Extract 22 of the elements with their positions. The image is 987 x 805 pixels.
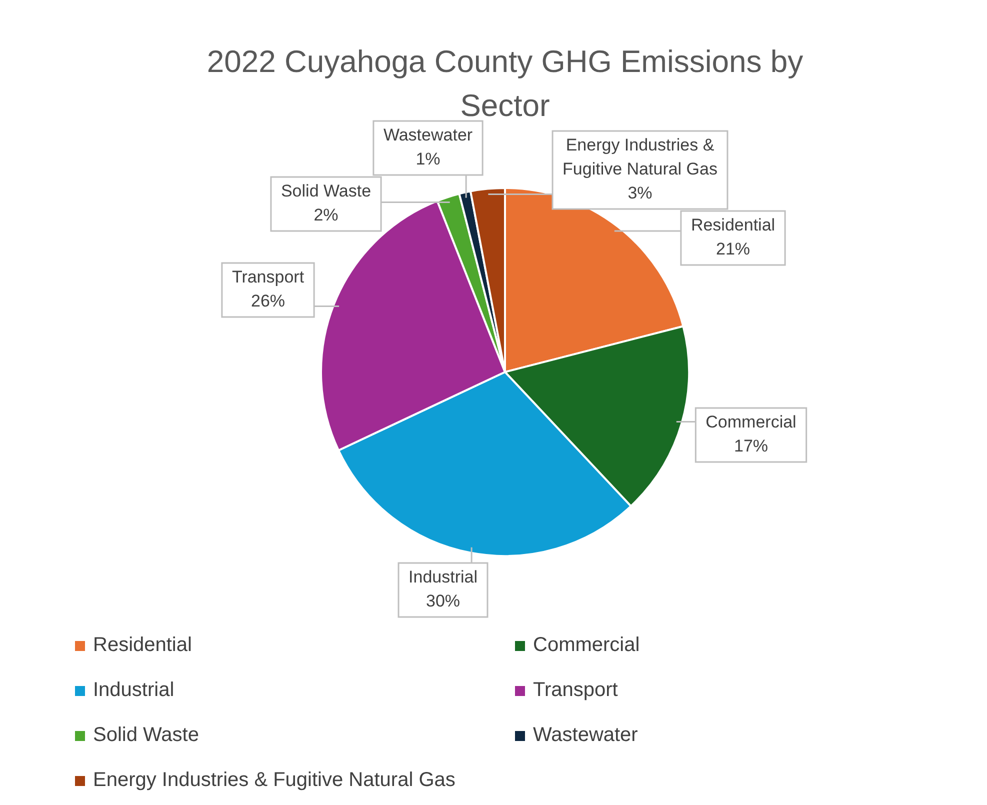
data-label: 3% xyxy=(628,184,652,203)
slice-label: Transport xyxy=(232,268,304,287)
legend-label: Wastewater xyxy=(533,724,638,747)
slice-label: Solid Waste xyxy=(280,182,372,201)
legend-label: Energy Industries & Fugitive Natural Gas xyxy=(93,769,456,792)
data-label: 2% xyxy=(314,206,338,225)
data-label: 30% xyxy=(426,592,460,611)
legend-label: Commercial xyxy=(533,634,640,657)
slice-label: Residential xyxy=(690,216,776,235)
slice-label: Wastewater xyxy=(383,126,473,145)
slice-label: Commercial xyxy=(706,412,796,432)
chart-title: 2022 Cuyahoga County GHG Emissions by Sector xyxy=(206,44,804,123)
legend-label: Transport xyxy=(533,679,618,702)
data-label: 26% xyxy=(250,292,286,311)
slice-label: Industrial xyxy=(408,568,478,587)
data-label: 21% xyxy=(716,240,750,259)
data-label: 17% xyxy=(734,436,768,456)
legend-label: Industrial xyxy=(93,679,174,702)
slice-label: Energy Industries & Fugitive Natural Gas xyxy=(562,136,718,179)
data-label: 1% xyxy=(416,150,440,169)
legend-label: Solid Waste xyxy=(93,724,199,747)
legend-label: Residential xyxy=(93,634,192,657)
